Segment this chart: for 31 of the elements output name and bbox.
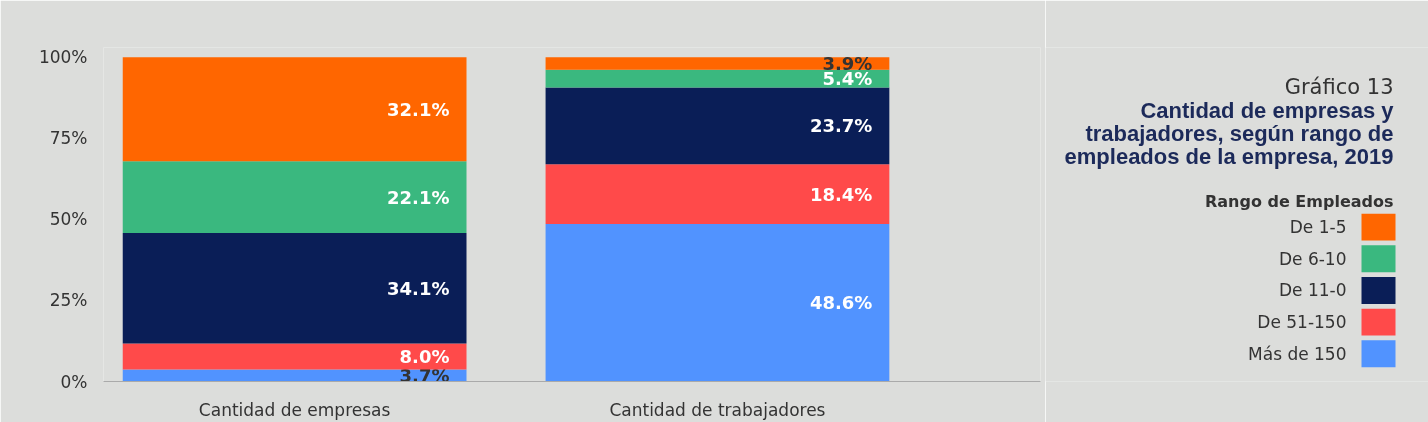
bar <box>545 87 890 165</box>
bar <box>545 57 890 70</box>
bar <box>122 57 467 162</box>
bar <box>122 343 467 370</box>
bar <box>122 232 467 344</box>
y-tick-label: 25% <box>49 290 88 311</box>
data-label: 34.1% <box>387 277 450 299</box>
data-label: 18.4% <box>809 183 873 205</box>
legend-label: De 1-5 <box>1289 217 1347 238</box>
x-tick-label: Cantidad de empresas <box>198 399 391 420</box>
legend-label: Más de 150 <box>1248 343 1347 364</box>
data-label: 48.6% <box>809 292 873 314</box>
data-label: 32.1% <box>387 98 450 120</box>
text: Cantidad de empresas y trabajadores, según rango de empleados de la empresa, 2019 <box>1064 98 1395 170</box>
data-label: 22.1% <box>387 186 450 208</box>
x-tick-label: Cantidad de trabajadores <box>609 399 826 420</box>
bar <box>545 69 890 88</box>
legend-label: De 6-10 <box>1278 248 1347 269</box>
y-tick-label: 75% <box>49 128 88 149</box>
bar <box>545 223 890 382</box>
legend-title: Rango de Empleados <box>1204 192 1394 212</box>
data-label: 23.7% <box>809 115 873 137</box>
data-label: 8.0% <box>399 346 450 368</box>
bar <box>545 164 890 224</box>
y-tick-label: 50% <box>49 209 88 230</box>
text: Gráfico 13 <box>1284 75 1394 100</box>
legend-label: De 51-150 <box>1257 312 1347 333</box>
y-tick-label: 100% <box>38 47 88 68</box>
y-tick-label: 0% <box>60 371 88 392</box>
bar <box>122 161 467 233</box>
legend-label: De 11-0 <box>1278 280 1347 301</box>
